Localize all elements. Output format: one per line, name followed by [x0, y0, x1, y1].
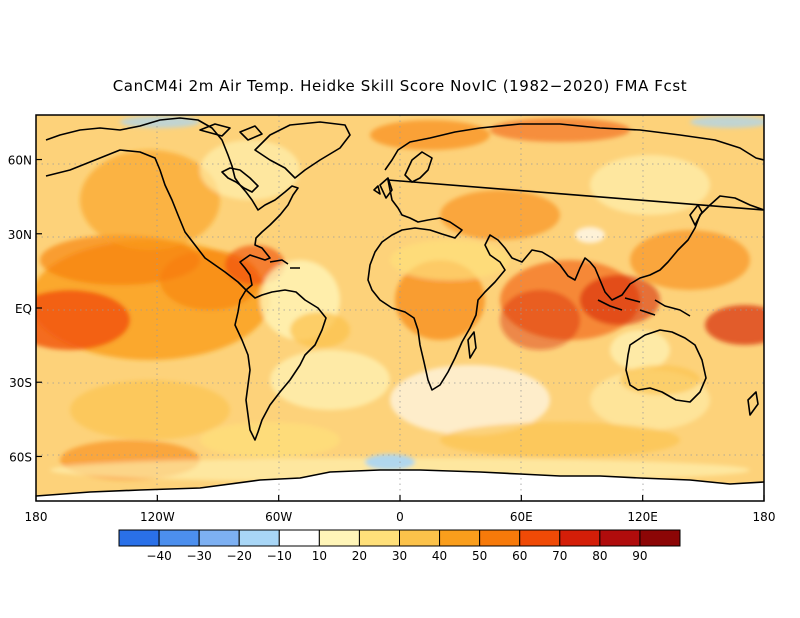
colorbar-swatch: [198, 529, 240, 547]
new-zealand: [747, 391, 759, 416]
colorbar-swatch: [158, 529, 200, 547]
lat-tick-label: EQ: [15, 302, 32, 316]
colorbar-swatch: [519, 529, 561, 547]
australia-coast: [625, 329, 707, 403]
latitude-axis: 60N 30N EQ 30S 60S: [8, 154, 42, 464]
arctic-islands: [199, 123, 263, 141]
colorbar-label: 30: [392, 549, 407, 563]
colorbar: −40 −30 −20 −10 10 20 30 40 50 60 70 80 90: [118, 529, 681, 563]
colorbar-swatch: [399, 529, 441, 547]
colorbar-label: 20: [352, 549, 367, 563]
antarctica-land: [36, 470, 764, 501]
lat-tick-label: 30N: [8, 228, 32, 242]
colorbar-swatch: [599, 529, 641, 547]
south-america-coast: [234, 289, 327, 441]
colorbar-label: 90: [632, 549, 647, 563]
greenland-coast: [254, 121, 351, 179]
north-america-coast: [45, 117, 299, 291]
colorbar-swatch: [238, 529, 280, 547]
lon-tick-label: 0: [396, 510, 404, 524]
colorbar-label: −40: [146, 549, 171, 563]
colorbar-label: 80: [592, 549, 607, 563]
colorbar-label: 40: [432, 549, 447, 563]
indonesia: [597, 297, 691, 317]
colorbar-label: 10: [312, 549, 327, 563]
hudson-bay-coast: [221, 167, 259, 193]
lon-tick-label: 60E: [510, 510, 533, 524]
longitude-axis: 180 120W 60W 0 60E 120E 180: [25, 495, 776, 524]
lat-tick-label: 60N: [8, 154, 32, 168]
british-isles: [373, 177, 393, 199]
japan: [689, 204, 703, 226]
colorbar-swatch: [278, 529, 320, 547]
colorbar-swatch: [358, 529, 400, 547]
lat-tick-label: 60S: [9, 450, 32, 464]
colorbar-swatch: [559, 529, 601, 547]
colorbar-swatch: [639, 529, 681, 547]
colorbar-label: 50: [472, 549, 487, 563]
colorbar-swatch: [318, 529, 360, 547]
lon-tick-label: 180: [25, 510, 48, 524]
eurasia-africa-coast: [367, 123, 764, 391]
madagascar: [467, 331, 477, 359]
lon-tick-label: 60W: [265, 510, 292, 524]
colorbar-label: 60: [512, 549, 527, 563]
colorbar-label: 70: [552, 549, 567, 563]
map-panel: [36, 115, 764, 501]
map-title: CanCM4i 2m Air Temp. Heidke Skill Score …: [112, 77, 688, 95]
colorbar-label: −10: [267, 549, 292, 563]
colorbar-swatch: [118, 529, 160, 547]
lat-tick-label: 30S: [9, 376, 32, 390]
scandinavia: [404, 151, 433, 183]
colorbar-swatch: [479, 529, 521, 547]
lon-tick-label: 180: [753, 510, 776, 524]
lon-tick-label: 120W: [140, 510, 175, 524]
caribbean-islands: [269, 259, 300, 269]
antarctica-coast: [36, 469, 764, 497]
colorbar-swatch: [439, 529, 481, 547]
coastlines: [36, 117, 764, 497]
colorbar-label: −30: [186, 549, 211, 563]
colorbar-label: −20: [227, 549, 252, 563]
skill-field: [36, 116, 764, 482]
lon-tick-label: 120E: [627, 510, 658, 524]
